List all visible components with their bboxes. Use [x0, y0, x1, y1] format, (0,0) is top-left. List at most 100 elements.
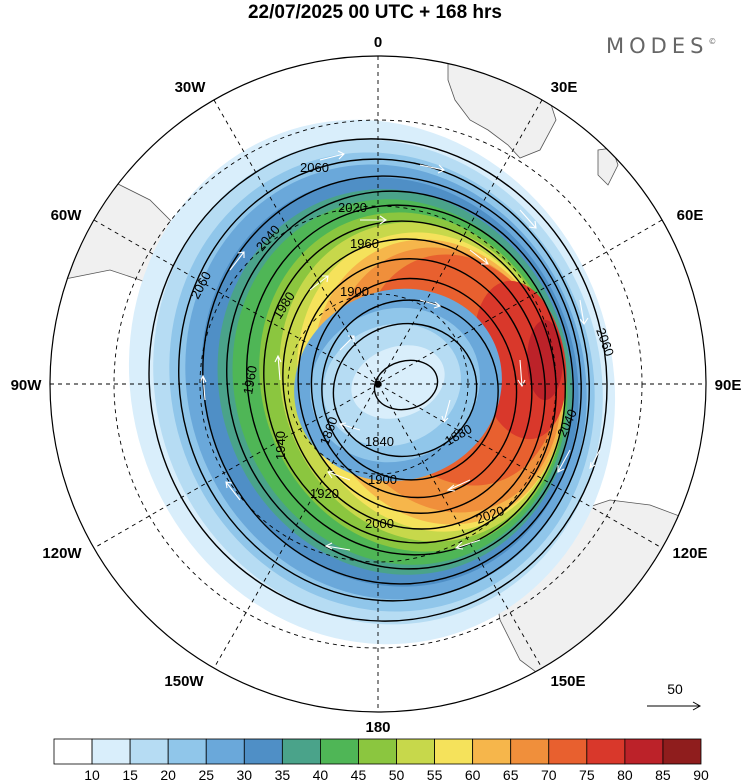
wind-vector [589, 449, 601, 470]
colorbar-swatch [586, 738, 626, 765]
colorbar-swatch [167, 738, 207, 765]
colorbar-swatch [396, 738, 435, 765]
contour-2020 [202, 175, 582, 585]
map-disk [50, 56, 706, 712]
contour-1980 [246, 204, 566, 556]
colorbar-tick-label: 40 [313, 767, 329, 782]
contour-1940 [282, 238, 546, 530]
map-border [49, 55, 707, 713]
colorbar-tick-label: 85 [655, 767, 671, 782]
meridian-label-150w: 150W [164, 673, 204, 690]
colorbar-tick-label: 50 [389, 767, 405, 782]
wind-vector [469, 249, 489, 265]
contour-1960 [263, 220, 557, 544]
contour-label: 2000 [365, 516, 394, 531]
colorbar: 10 15 20 25 30 35 40 45 50 55 60 65 70 75 80 85 90 [53, 738, 709, 782]
wind-vector [274, 354, 282, 381]
colorbar-swatch [129, 738, 169, 765]
contour-label: 2020 [338, 200, 367, 215]
wind-vector [338, 422, 361, 431]
wind-vector [124, 428, 132, 451]
contour-label: 1900 [368, 472, 397, 487]
core-band-15 [351, 345, 445, 419]
meridian-label-90w: 90W [11, 377, 43, 394]
colorbar-swatch [320, 738, 359, 765]
contour-1840 [373, 359, 439, 411]
wind-vector [327, 470, 351, 481]
colorbar-tick-label: 25 [198, 767, 214, 782]
colorbar-tick-label: 20 [160, 767, 176, 782]
colorbar-swatch [662, 738, 702, 765]
contour-label: 1960 [240, 364, 260, 395]
colorbar-swatch [243, 738, 283, 765]
meridian-label-0: 0 [374, 34, 382, 51]
wind-vector [225, 481, 241, 501]
contour-2040 [178, 158, 590, 602]
wind-vector [454, 539, 481, 550]
wind-vector [309, 275, 329, 291]
wind-vector [441, 399, 451, 424]
colorbar-swatch [358, 738, 397, 765]
colorbar-tick-label: 45 [351, 767, 367, 782]
meridian-label-30w: 30W [175, 79, 207, 96]
contour-label: 2060 [300, 160, 329, 175]
wind-vector [229, 251, 245, 271]
colorbar-tick-label: 55 [427, 767, 443, 782]
meridian-label-30e: 30E [551, 79, 578, 96]
height-contours [148, 138, 608, 622]
reference-arrow-head [692, 701, 702, 711]
colorbar-tick-label: 30 [237, 767, 253, 782]
colorbar-swatch [53, 738, 93, 765]
brand-text: MODES [606, 34, 709, 58]
contour-label: 1960 [350, 236, 379, 251]
colorbar-swatch [91, 738, 131, 765]
colorbar-tick-label: 35 [275, 767, 291, 782]
copyright-mark: © [708, 37, 717, 46]
meridian-label-90e: 90E [715, 377, 742, 394]
colorbar-tick-label: 90 [693, 767, 709, 782]
contour-2000 [226, 190, 574, 570]
wind-vectors [124, 150, 601, 601]
colorbar-tick-label: 80 [617, 767, 633, 782]
wind-vector [519, 209, 537, 229]
colorbar-swatch [548, 738, 588, 765]
meridian-label-120w: 120W [42, 545, 82, 562]
reference-vector: 50 [647, 681, 702, 711]
meridian-line [213, 99, 543, 669]
colorbar-tick-label: 65 [503, 767, 519, 782]
wind-vector [199, 374, 207, 401]
wind-vector [579, 299, 589, 325]
colorbar-swatch [205, 738, 245, 765]
contour-label: 1840 [365, 434, 394, 449]
wind-vector [319, 150, 345, 161]
contour-label: 1900 [340, 284, 369, 299]
colorbar-tick-label: 10 [84, 767, 100, 782]
meridian-label-150e: 150E [550, 673, 585, 690]
colorbar-swatch [281, 738, 321, 765]
meridian-labels: 0 30E 60E 90E 120E 150E 180 150W 120W 90… [11, 34, 742, 736]
wind-vector [517, 359, 526, 388]
contour-label: 1940 [273, 431, 288, 460]
colorbar-swatch [624, 738, 664, 765]
contour-label: 1920 [310, 486, 339, 501]
contour-1920 [297, 258, 533, 514]
colorbar-swatch [510, 738, 550, 765]
meridian-line [213, 99, 543, 669]
colorbar-swatch [434, 738, 474, 765]
wind-vector [446, 479, 471, 492]
reference-vector-label: 50 [667, 681, 683, 697]
colorbar-swatch [472, 738, 512, 765]
wind-vector [557, 449, 571, 473]
south-pole-marker [374, 380, 382, 388]
colorbar-tick-label: 15 [122, 767, 138, 782]
contour-1900 [310, 277, 518, 499]
wind-vector [360, 215, 387, 225]
modes-logo: MODES© [606, 34, 716, 58]
meridian-line [93, 219, 663, 549]
meridian-label-60e: 60E [677, 207, 704, 224]
wind-vector [419, 164, 445, 174]
wind-vector [324, 542, 351, 551]
colorbar-tick-label: 60 [465, 767, 481, 782]
meridian-label-180: 180 [365, 719, 390, 736]
